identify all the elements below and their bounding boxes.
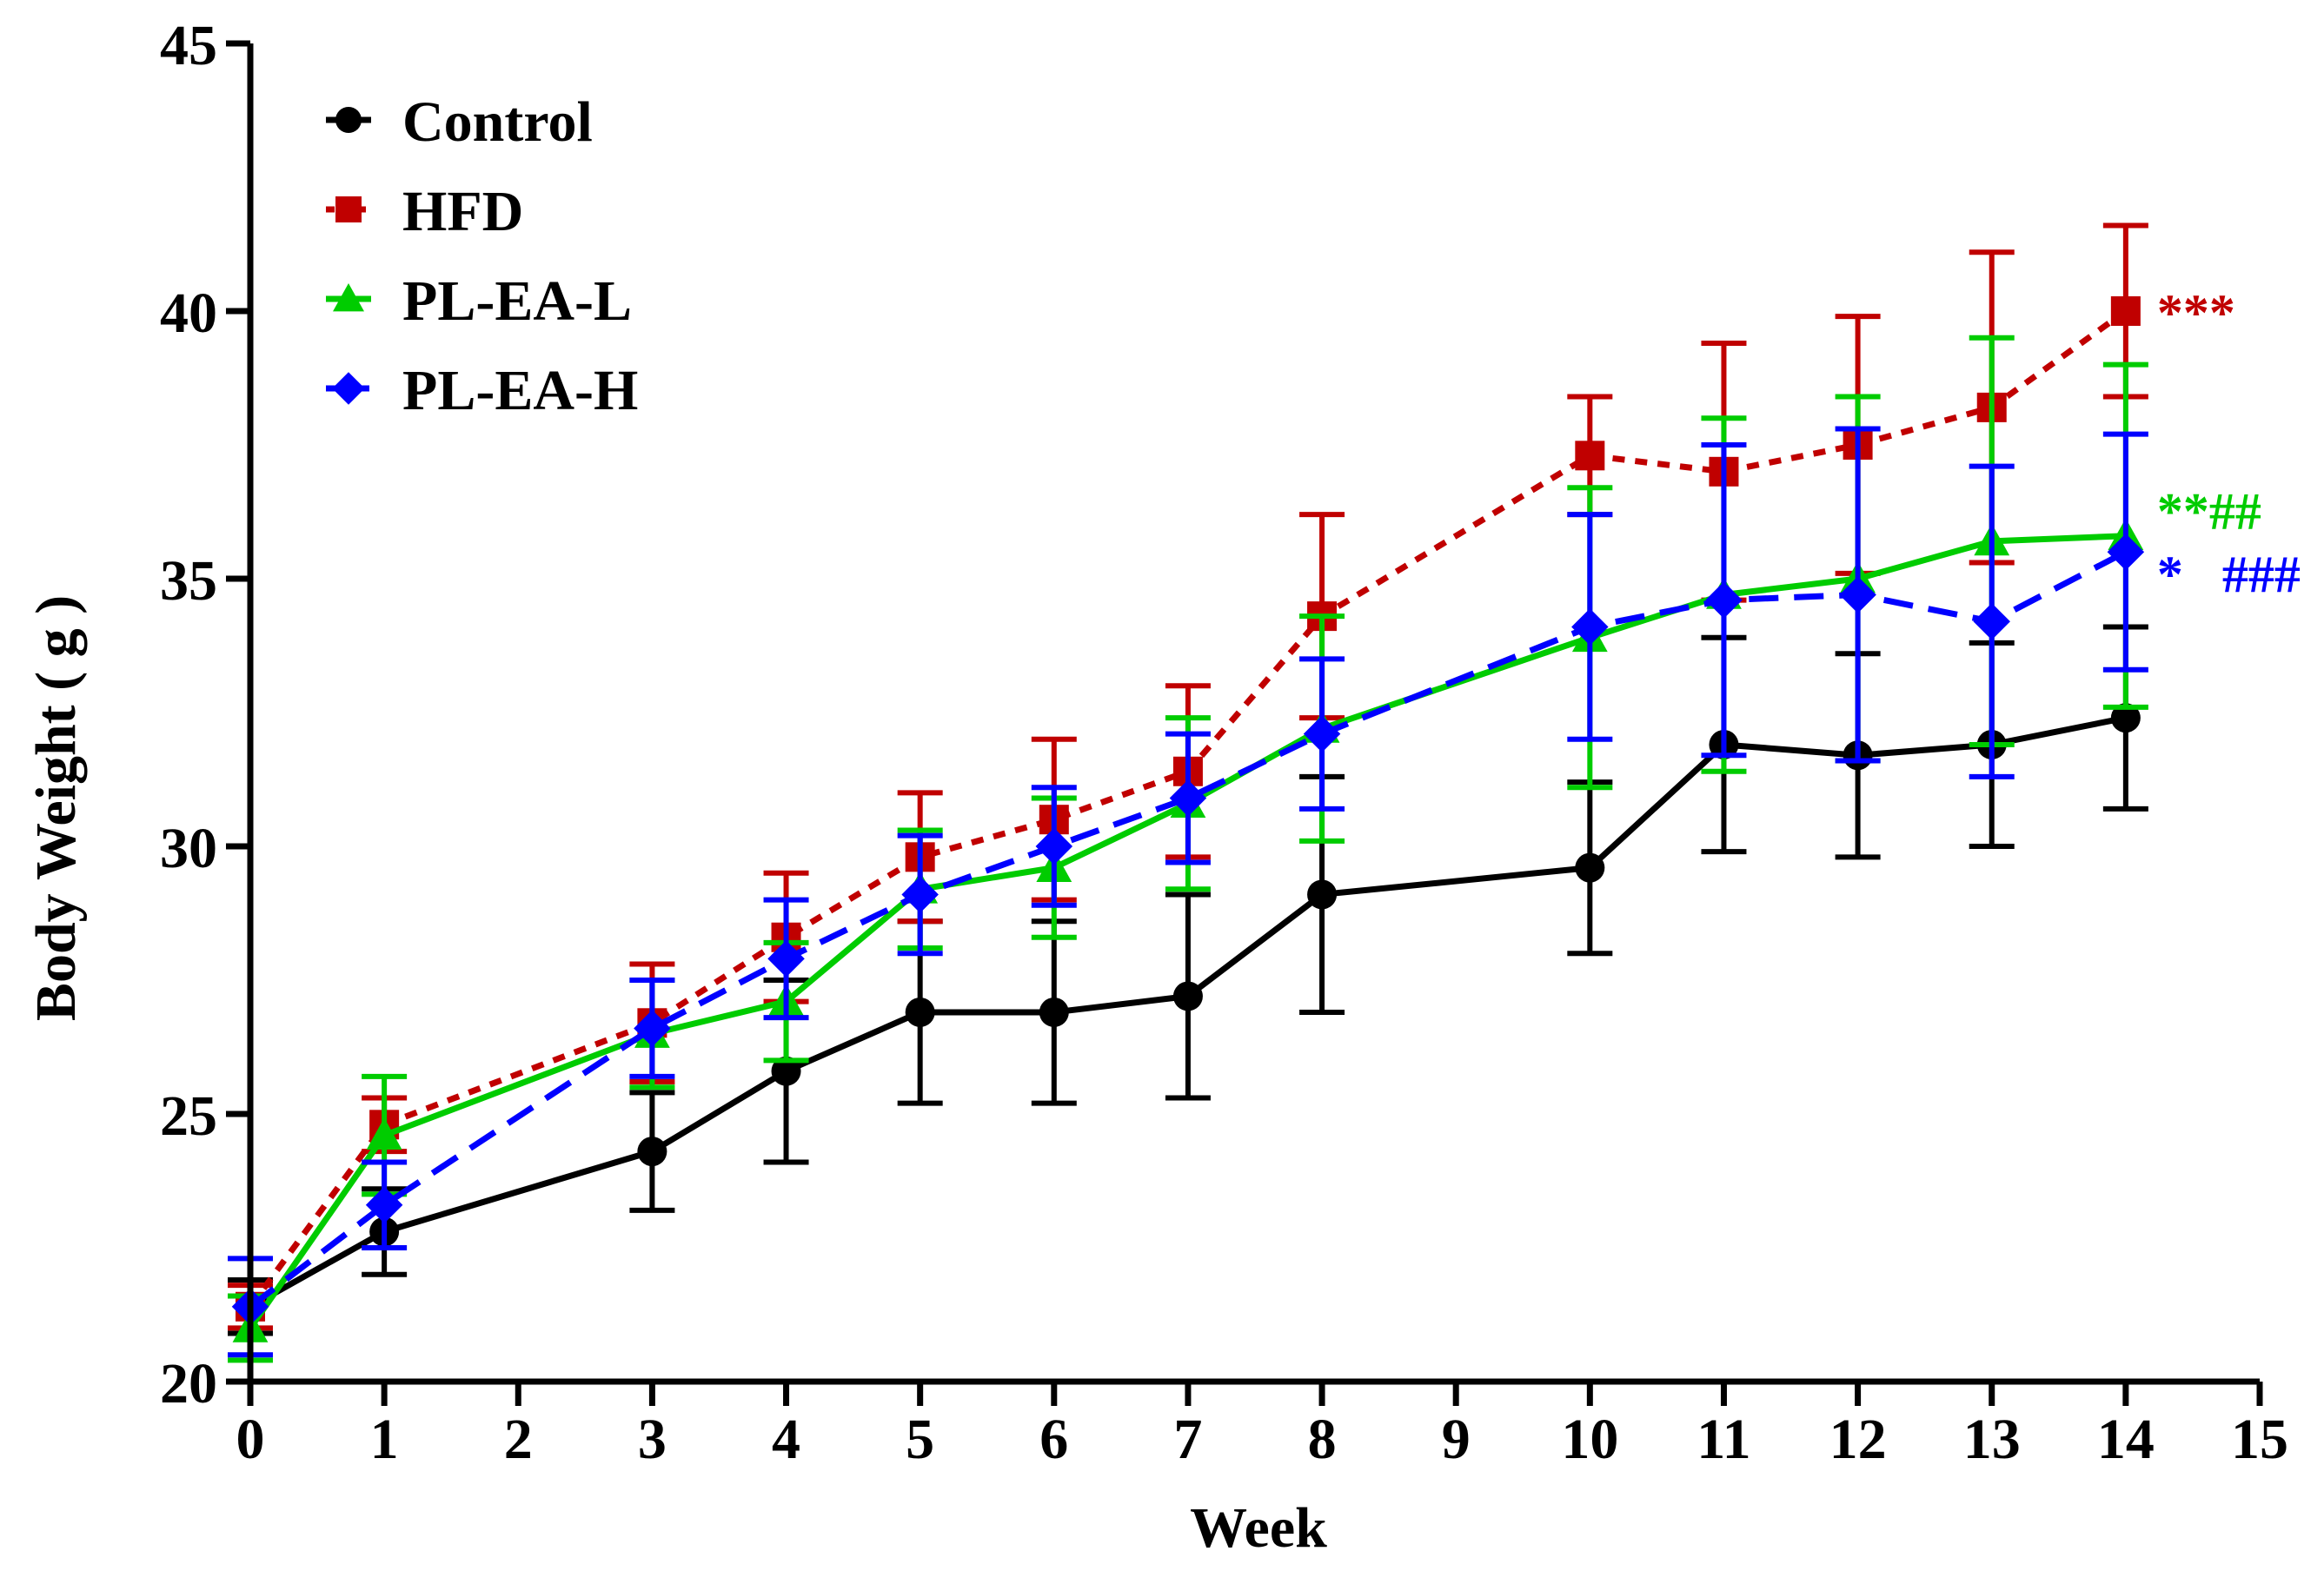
data-point: [767, 940, 805, 978]
data-point: [1303, 715, 1341, 752]
y-tick-label: 35: [160, 549, 217, 613]
data-point: [634, 1010, 671, 1047]
y-axis-label: Body Weight ( g ): [24, 595, 88, 1021]
data-point: [1973, 603, 2010, 640]
data-point: [1172, 981, 1203, 1011]
legend-marker: [333, 283, 364, 312]
legend-marker: [332, 372, 365, 405]
data-point: [901, 876, 939, 913]
data-point: [771, 1056, 801, 1086]
x-tick-label: 0: [236, 1408, 265, 1471]
legend-label: HFD: [402, 180, 523, 243]
x-tick-label: 13: [1963, 1408, 2021, 1471]
plot-area: *** **## * ###: [228, 222, 2301, 1363]
legend-item: Control: [326, 90, 593, 154]
data-point: [1575, 441, 1605, 471]
x-tick-label: 10: [1561, 1408, 1618, 1471]
x-tick-label: 15: [2231, 1408, 2288, 1471]
legend-label: PL-EA-H: [402, 359, 638, 422]
x-tick-label: 4: [772, 1408, 800, 1471]
legend-item: PL-EA-H: [326, 359, 638, 422]
y-tick-label: 20: [160, 1352, 217, 1415]
x-tick-label: 8: [1308, 1408, 1337, 1471]
data-point: [1039, 997, 1069, 1027]
significance-annotation: ***: [2157, 284, 2235, 341]
data-point: [1307, 879, 1338, 910]
legend-label: PL-EA-L: [402, 269, 632, 333]
significance-annotation: * ###: [2157, 546, 2301, 603]
data-point: [1575, 852, 1605, 883]
data-point: [1571, 608, 1609, 646]
y-tick-label: 25: [160, 1084, 217, 1148]
x-axis-label: Week: [1190, 1496, 1327, 1560]
x-tick-label: 9: [1442, 1408, 1471, 1471]
legend-marker: [335, 107, 362, 133]
data-point: [2107, 533, 2145, 571]
y-tick-label: 40: [160, 282, 217, 345]
legend: Control HFD PL-EA-L PL-EA-H: [326, 90, 638, 422]
legend-item: HFD: [326, 180, 523, 243]
legend-marker: [335, 196, 362, 222]
y-tick-label: 45: [160, 14, 217, 77]
y-tick-label: 30: [160, 817, 217, 880]
data-point: [905, 997, 935, 1027]
x-tick-label: 2: [504, 1408, 533, 1471]
data-point: [365, 1186, 403, 1223]
x-tick-label: 5: [906, 1408, 934, 1471]
x-tick-label: 7: [1173, 1408, 1202, 1471]
data-point: [637, 1137, 667, 1167]
data-point: [366, 1117, 402, 1150]
data-point: [1705, 581, 1743, 619]
data-point: [2110, 703, 2141, 733]
x-tick-label: 6: [1039, 1408, 1068, 1471]
legend-label: Control: [402, 90, 593, 154]
data-point: [1169, 779, 1207, 817]
x-tick-label: 1: [370, 1408, 399, 1471]
data-point: [1035, 827, 1073, 865]
significance-annotation: **##: [2157, 483, 2261, 540]
legend-item: PL-EA-L: [326, 269, 632, 333]
x-tick-label: 14: [2097, 1408, 2155, 1471]
data-point: [2110, 296, 2141, 326]
data-point: [1839, 576, 1876, 613]
x-tick-label: 12: [1829, 1408, 1887, 1471]
series-pl-ea-h: [228, 426, 2148, 1358]
x-tick-label: 11: [1697, 1408, 1750, 1471]
x-tick-label: 3: [638, 1408, 667, 1471]
